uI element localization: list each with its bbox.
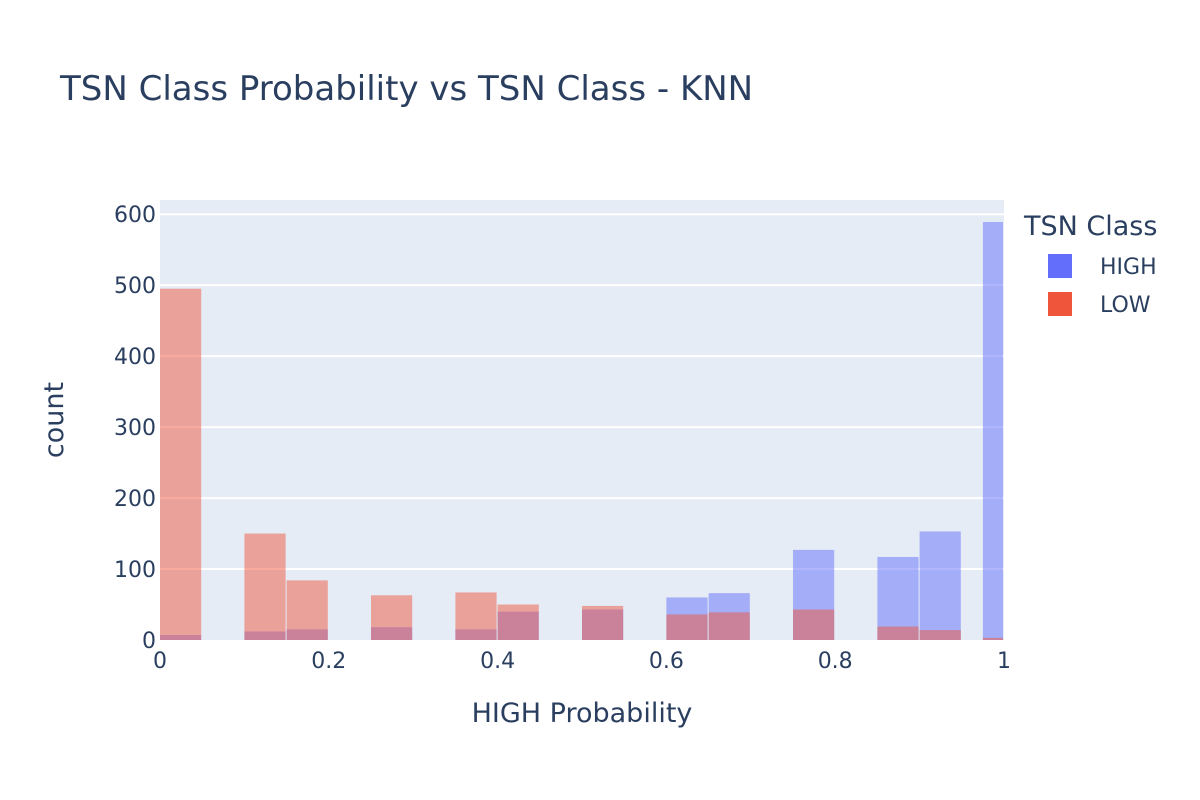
y-tick-label: 600 [114,203,156,228]
bar-low [982,637,1003,640]
bar-low [455,592,497,640]
y-tick-label: 400 [114,345,156,370]
bar-low [877,626,919,640]
bar-low [497,604,539,640]
legend-label-high: HIGH [1100,255,1157,280]
plot-area [160,200,1004,640]
y-tick-label: 100 [114,558,156,583]
gridlines [160,213,1004,571]
legend-label-low: LOW [1100,293,1151,318]
chart-title: TSN Class Probability vs TSN Class - KNN [59,69,753,109]
y-tick-label: 500 [114,274,156,299]
x-tick-label: 0.8 [818,649,853,674]
legend-swatch-high [1048,254,1072,278]
y-tick-label: 300 [114,416,156,441]
y-tick-label: 0 [142,629,156,654]
x-tick-label: 0.6 [649,649,684,674]
bar-low [160,288,202,640]
y-tick-label: 200 [114,487,156,512]
bar-low [286,580,328,640]
bars [160,222,1003,640]
legend-title: TSN Class [1023,211,1157,242]
y-axis-title: count [39,382,70,458]
bar-high [919,531,961,640]
bar-low [666,614,708,640]
bar-high [877,556,919,640]
legend-swatch-low [1048,292,1072,316]
x-tick-label: 0 [153,649,167,674]
x-axis-ticks: 0 0.2 0.4 0.6 0.8 1 [153,649,1011,674]
bar-low [371,595,413,640]
x-tick-label: 1 [997,649,1011,674]
bar-low [244,533,286,640]
x-tick-label: 0.4 [480,649,515,674]
x-tick-label: 0.2 [311,649,346,674]
bar-low [793,609,835,640]
bar-low [919,630,961,640]
y-axis-ticks: 0 100 200 300 400 500 600 [114,203,156,654]
bar-high [982,222,1003,640]
series-low [160,288,1003,640]
legend: TSN Class HIGH LOW [1023,211,1157,318]
bar-low [582,605,624,640]
x-axis-title: HIGH Probability [472,698,693,729]
bar-low [708,612,750,640]
